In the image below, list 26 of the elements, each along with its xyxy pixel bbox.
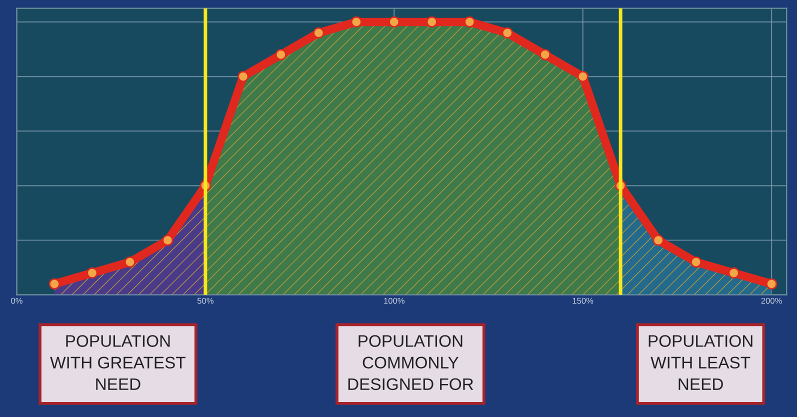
point [502,27,513,38]
point [238,70,249,82]
text: POPULATION WITH GREATEST NEED [50,335,186,390]
point [313,27,324,38]
x-tick-label: 50% [197,298,214,304]
text: POPULATION WITH LEAST NEED [648,335,752,390]
point [124,256,136,268]
point [48,278,60,290]
point [426,16,438,28]
x-tick-label: 100% [384,298,404,304]
point [540,49,551,60]
point [86,267,98,279]
x-tick-label: 0% [11,298,22,304]
point [350,16,362,28]
text: POPULATION COMMONLY DESIGNED FOR [348,335,474,390]
point [690,256,702,268]
point [464,16,476,28]
point [766,278,778,290]
point [388,16,400,28]
x-tick-label: 150% [572,298,594,304]
point [652,234,664,246]
point [162,234,174,246]
point [728,267,740,279]
point [577,70,588,82]
x-tick-label: 200% [761,298,782,304]
point [275,49,286,60]
